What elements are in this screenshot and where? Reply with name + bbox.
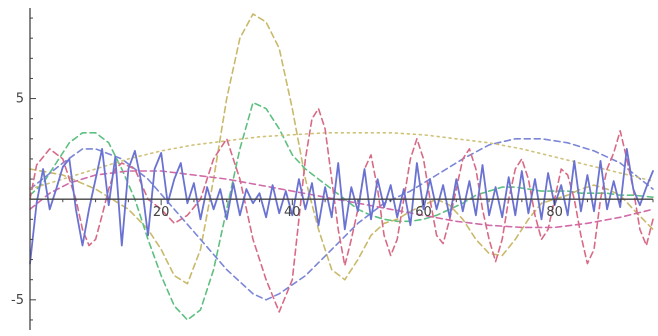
ticks-layer: 5 -5 20 40 60 80 — [11, 17, 654, 321]
series-line-6 — [29, 107, 654, 313]
y-tick-label: -5 — [11, 293, 24, 308]
series-line-5 — [29, 170, 654, 229]
x-tick-label: 40 — [284, 205, 301, 220]
series-line-2 — [29, 101, 654, 321]
series-layer — [29, 13, 654, 321]
x-tick-label: 80 — [546, 205, 563, 220]
x-tick-label: 20 — [153, 205, 170, 220]
x-tick-label: 60 — [415, 205, 432, 220]
series-line-1 — [29, 13, 654, 285]
series-line-7 — [29, 148, 654, 265]
axes-layer — [29, 8, 653, 330]
y-tick-label: 5 — [16, 92, 24, 107]
series-line-3 — [29, 138, 654, 301]
series-line-4 — [29, 132, 654, 190]
